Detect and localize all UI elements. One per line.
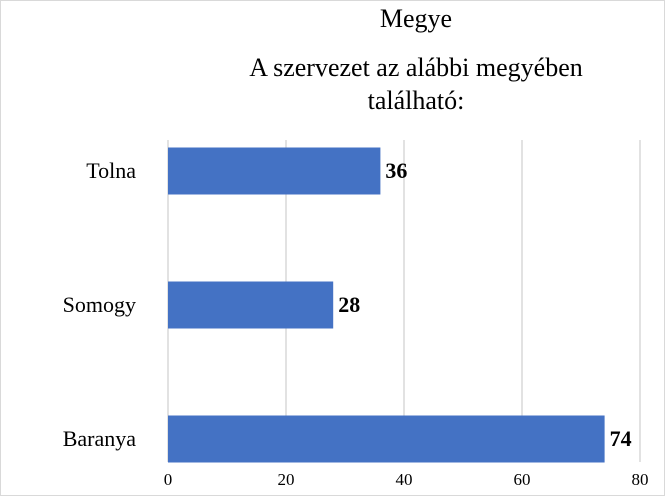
x-tick-label: 80 [632,470,649,489]
y-tick-label: Baranya [63,426,137,451]
x-tick-label: 40 [396,470,413,489]
bar [168,281,334,329]
chart-title: Megye [380,4,452,33]
data-label: 28 [338,292,360,317]
data-label: 74 [610,426,632,451]
chart-title: A szervezet az alábbi megyében [249,53,583,82]
x-tick-label: 60 [514,470,531,489]
chart-title: található: [368,86,465,115]
x-tick-label: 0 [164,470,173,489]
bar [168,147,381,195]
y-tick-label: Somogy [63,292,136,317]
bar [168,415,605,463]
y-tick-label: Tolna [86,158,136,183]
x-tick-label: 20 [278,470,295,489]
data-label: 36 [385,158,407,183]
